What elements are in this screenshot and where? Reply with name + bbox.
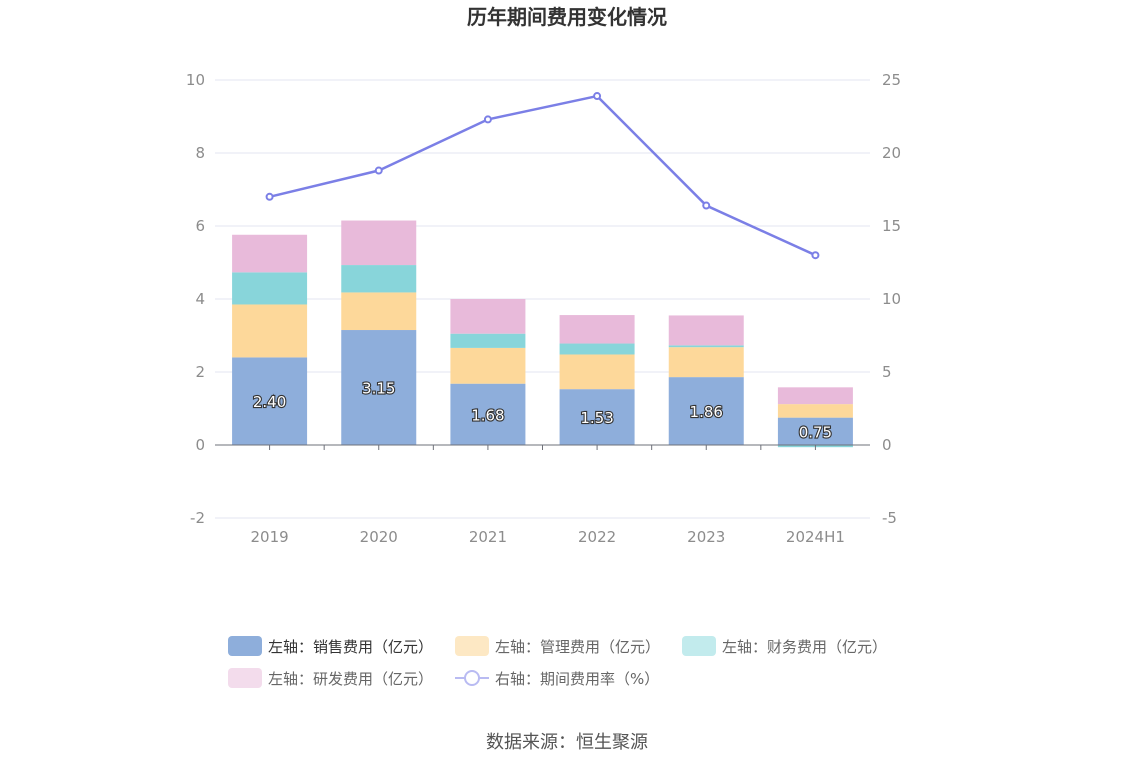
bar-segment xyxy=(450,347,526,384)
bar-segment xyxy=(341,220,417,266)
bar-segment xyxy=(559,315,635,344)
x-axis-tick-label: 2019 xyxy=(250,528,288,546)
rate-point xyxy=(483,115,492,124)
left-axis-tick-label: 10 xyxy=(186,71,205,89)
bar-segment xyxy=(232,234,308,273)
bar-segment xyxy=(559,354,635,390)
legend-swatch-rate xyxy=(455,668,490,688)
bar-segment xyxy=(450,383,526,445)
legend-label-admin: 左轴：管理费用（亿元） xyxy=(495,637,661,656)
bar-segment xyxy=(450,299,526,334)
bar-segment xyxy=(341,292,417,331)
right-axis-tick-label: -5 xyxy=(882,509,897,527)
legend-swatch-finance xyxy=(682,636,717,656)
bar-data-label: 3.15 xyxy=(362,380,395,398)
rate-line-path xyxy=(269,94,816,257)
bar-segment xyxy=(668,347,744,378)
right-axis-tick-label: 0 xyxy=(882,436,892,454)
bar-segment xyxy=(232,304,308,358)
legend-label-rd: 左轴：研发费用（亿元） xyxy=(268,669,434,688)
x-axis-tick-label: 2020 xyxy=(360,528,398,546)
x-axis-tick-label: 2022 xyxy=(578,528,616,546)
data-labels: 2.40 3.15 1.68 1.53 1.86 0.75 xyxy=(252,378,833,442)
bar-segment xyxy=(559,343,635,355)
x-axis-tick-label: 2024H1 xyxy=(786,528,845,546)
rate-point xyxy=(593,92,602,101)
legend-item-finance[interactable]: 左轴：财务费用（亿元） xyxy=(682,636,887,657)
rate-point xyxy=(374,166,383,175)
bar-data-label: 0.75 xyxy=(799,423,832,441)
left-axis-tick-label: 2 xyxy=(195,363,205,381)
legend-label-sales: 左轴：销售费用（亿元） xyxy=(268,637,434,656)
bar-segment xyxy=(777,404,853,418)
left-axis-tick-label: 0 xyxy=(195,436,205,454)
left-axis-tick-label: 8 xyxy=(195,144,205,162)
axes: -2 0 2 4 6 8 10 -5 0 5 10 15 20 25 2019 2020 2021 2022 202… xyxy=(186,71,901,546)
rate-line xyxy=(265,92,820,260)
rate-point xyxy=(265,192,274,201)
x-axis-tick-label: 2023 xyxy=(687,528,725,546)
bar-segment xyxy=(668,315,744,346)
legend-item-rate[interactable]: 右轴：期间费用率（%） xyxy=(455,668,659,689)
bar-segment xyxy=(232,357,308,445)
bar-segment xyxy=(777,417,853,445)
legend-label-rate: 右轴：期间费用率（%） xyxy=(495,669,660,688)
right-axis-tick-label: 25 xyxy=(882,71,901,89)
rate-point xyxy=(702,201,711,210)
right-axis-tick-label: 10 xyxy=(882,290,901,308)
legend-label-finance: 左轴：财务费用（亿元） xyxy=(722,637,888,656)
chart-title: 历年期间费用变化情况 xyxy=(467,5,667,29)
bar-data-label: 2.40 xyxy=(253,393,286,411)
left-axis-tick-label: 4 xyxy=(195,290,205,308)
legend-swatch-sales xyxy=(228,636,262,656)
legend-item-admin[interactable]: 左轴：管理费用（亿元） xyxy=(455,636,660,657)
bars xyxy=(232,220,853,448)
legend-item-sales[interactable]: 左轴：销售费用（亿元） xyxy=(228,636,433,657)
right-axis-tick-label: 20 xyxy=(882,144,901,162)
bar-segment xyxy=(450,333,526,348)
right-axis-tick-label: 5 xyxy=(882,363,892,381)
legend-row-2: 左轴：研发费用（亿元） 右轴：期间费用率（%） xyxy=(228,662,928,694)
bar-segment xyxy=(668,377,744,445)
left-axis-tick-label: -2 xyxy=(190,509,205,527)
bar-data-label: 1.86 xyxy=(690,403,723,421)
data-source: 数据来源：恒生聚源 xyxy=(486,732,648,753)
legend-item-rd[interactable]: 左轴：研发费用（亿元） xyxy=(228,668,433,689)
left-axis-tick-label: 6 xyxy=(195,217,205,235)
bar-segment xyxy=(341,265,417,293)
legend-row-1: 左轴：销售费用（亿元） 左轴：管理费用（亿元） 左轴：财务费用（亿元） xyxy=(228,630,928,662)
bar-segment xyxy=(232,272,308,305)
legend: 左轴：销售费用（亿元） 左轴：管理费用（亿元） 左轴：财务费用（亿元） 左轴：研… xyxy=(228,630,928,694)
bar-segment xyxy=(559,389,635,445)
grid-lines xyxy=(215,79,870,519)
right-axis-tick-label: 15 xyxy=(882,217,901,235)
bar-data-label: 1.68 xyxy=(471,406,504,424)
bar-data-label: 1.53 xyxy=(580,409,613,427)
bar-segment xyxy=(777,387,853,405)
legend-swatch-admin xyxy=(455,636,490,656)
bar-segment xyxy=(668,345,744,348)
chart-canvas: 历年期间费用变化情况 -2 0 2 4 6 8 10 -5 0 5 10 15 20 25 2019 2020… xyxy=(186,5,901,546)
x-axis-tick-label: 2021 xyxy=(469,528,507,546)
legend-swatch-rd xyxy=(228,668,262,688)
rate-point xyxy=(811,251,820,260)
bar-segment xyxy=(341,330,417,445)
